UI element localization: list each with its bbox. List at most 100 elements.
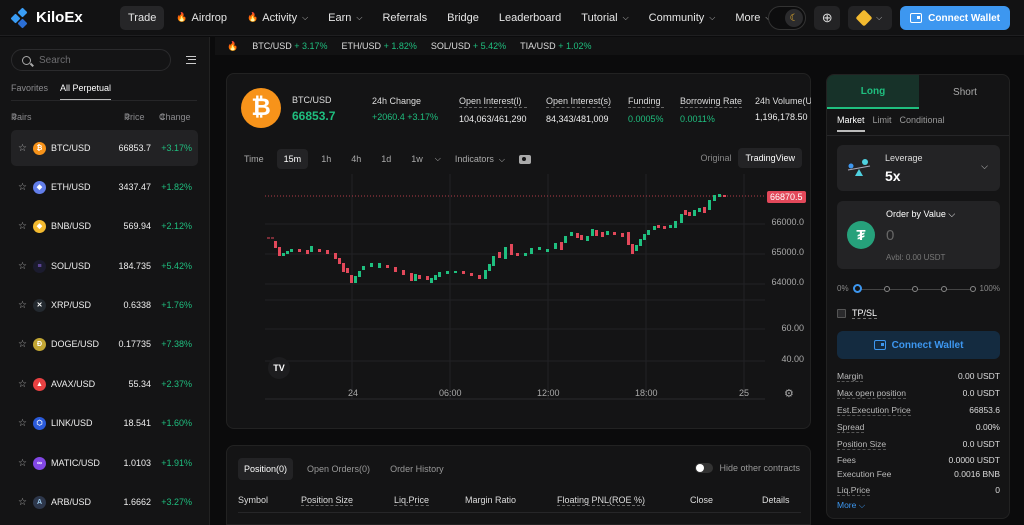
view-original[interactable]: Original bbox=[700, 153, 732, 163]
tf-15m[interactable]: 15m bbox=[276, 149, 309, 169]
nav-tutorial[interactable]: Tutorial ⌵ bbox=[573, 6, 636, 30]
nav-trade[interactable]: Trade bbox=[120, 5, 165, 30]
tpsl-checkbox[interactable]: TP/SL bbox=[837, 308, 878, 319]
pair-price: 0.6338 bbox=[123, 300, 151, 310]
pair-row-arb[interactable]: ☆ A ARB/USD 1.6662 +3.27% bbox=[11, 484, 198, 520]
doge-coin-icon: Ð bbox=[33, 337, 46, 351]
nav-referrals[interactable]: Referrals bbox=[374, 6, 435, 30]
pair-row-matic[interactable]: ☆ ∞ MATIC/USD 1.0103 +1.91% bbox=[11, 445, 198, 481]
toggle-switch[interactable] bbox=[695, 463, 714, 473]
ticker-item[interactable]: BTC/USD + 3.17% bbox=[252, 41, 327, 51]
theme-toggle[interactable]: ☾ bbox=[768, 6, 807, 30]
timeframe-dropdown-icon[interactable]: ⌵ bbox=[434, 154, 441, 163]
network-selector[interactable]: ⌵ bbox=[848, 6, 893, 30]
search-input[interactable]: Search bbox=[11, 49, 171, 71]
star-icon[interactable]: ☆ bbox=[18, 142, 27, 154]
tab-long[interactable]: Long bbox=[827, 75, 919, 109]
more-link[interactable]: More ⌵ bbox=[837, 500, 865, 511]
star-icon[interactable]: ☆ bbox=[18, 338, 27, 350]
leverage-selector[interactable]: Leverage 5x ⌵ bbox=[837, 145, 1000, 191]
leverage-value: 5x bbox=[885, 168, 901, 184]
slider-step[interactable] bbox=[941, 286, 947, 292]
tf-4h[interactable]: 4h bbox=[351, 154, 362, 164]
amount-input[interactable]: 0 bbox=[886, 227, 895, 244]
tab-limit[interactable]: Limit bbox=[872, 115, 892, 125]
slider-max-label: 100% bbox=[979, 284, 1000, 293]
tab-all-perpetual[interactable]: All Perpetual bbox=[60, 83, 112, 101]
nav-leaderboard[interactable]: Leaderboard bbox=[491, 6, 569, 30]
tab-conditional[interactable]: Conditional bbox=[899, 115, 945, 125]
tab-position[interactable]: Position(0) bbox=[238, 458, 294, 480]
col-change[interactable]: Change ⇕ bbox=[159, 112, 191, 122]
pair-row-avax[interactable]: ☆ ▲ AVAX/USD 55.34 +2.37% bbox=[11, 366, 198, 402]
col-price[interactable]: Price ⇕ bbox=[124, 112, 145, 122]
connect-wallet-button[interactable]: Connect Wallet bbox=[900, 6, 1010, 30]
nav-activity[interactable]: 🔥 Activity ⌵ bbox=[239, 6, 316, 30]
slider-step[interactable] bbox=[912, 286, 918, 292]
nav-community[interactable]: Community ⌵ bbox=[641, 6, 724, 30]
tf-1h[interactable]: 1h bbox=[321, 154, 332, 164]
filter-icon[interactable] bbox=[186, 56, 196, 64]
x-axis-label: 12:00 bbox=[537, 388, 560, 398]
tab-short[interactable]: Short bbox=[953, 86, 977, 98]
amount-slider[interactable]: 0% 100% bbox=[837, 284, 1000, 294]
ticker-item[interactable]: TIA/USD + 1.02% bbox=[520, 41, 591, 51]
avax-coin-icon: ▲ bbox=[33, 377, 46, 391]
pair-row-eth[interactable]: ☆ ◆ ETH/USD 3437.47 +1.82% bbox=[11, 169, 198, 205]
order-by-value-dropdown[interactable]: Order by Value ⌵ bbox=[886, 209, 955, 220]
tab-open-orders[interactable]: Open Orders(0) bbox=[307, 464, 371, 474]
search-placeholder: Search bbox=[39, 54, 71, 66]
ticker-item[interactable]: SOL/USD + 5.42% bbox=[431, 41, 506, 51]
pair-row-doge[interactable]: ☆ Ð DOGE/USD 0.17735 +7.38% bbox=[11, 326, 198, 362]
pair-row-btc[interactable]: ☆ ₿ BTC/USD 66853.7 +3.17% bbox=[11, 130, 198, 166]
checkbox[interactable] bbox=[837, 309, 846, 318]
star-icon[interactable]: ☆ bbox=[18, 378, 27, 390]
star-icon[interactable]: ☆ bbox=[18, 299, 27, 311]
star-icon[interactable]: ☆ bbox=[18, 417, 27, 429]
chart-view-toggle: Original TradingView bbox=[693, 148, 802, 168]
positions-panel: Position(0) Open Orders(0) Order History… bbox=[226, 445, 811, 525]
pair-row-xrp[interactable]: ☆ ✕ XRP/USD 0.6338 +1.76% bbox=[11, 287, 198, 323]
slider-step[interactable] bbox=[970, 286, 976, 292]
star-icon[interactable]: ☆ bbox=[18, 260, 27, 272]
pair-row-link[interactable]: ☆ ⬡ LINK/USD 18.541 +1.60% bbox=[11, 405, 198, 441]
star-icon[interactable]: ☆ bbox=[18, 496, 27, 508]
tf-1d[interactable]: 1d bbox=[381, 154, 392, 164]
col-pairs[interactable]: Pairs ⇕ bbox=[11, 112, 32, 122]
tab-order-history[interactable]: Order History bbox=[390, 464, 444, 474]
info-value: 0.00 USDT bbox=[957, 371, 1000, 381]
nav-bridge[interactable]: Bridge bbox=[439, 6, 487, 30]
stat-label[interactable]: Open Interest(s) bbox=[546, 96, 612, 108]
nav-airdrop[interactable]: 🔥 Airdrop bbox=[168, 6, 235, 30]
toggle-label: Hide other contracts bbox=[719, 463, 800, 473]
star-icon[interactable]: ☆ bbox=[18, 181, 27, 193]
view-tradingview[interactable]: TradingView bbox=[738, 148, 802, 168]
ticker-item[interactable]: ETH/USD + 1.82% bbox=[342, 41, 417, 51]
stat-label[interactable]: Borrowing Rate bbox=[680, 96, 743, 108]
nav-label: Trade bbox=[128, 11, 157, 24]
nav-earn[interactable]: Earn ⌵ bbox=[320, 6, 370, 30]
tab-market[interactable]: Market bbox=[837, 115, 865, 132]
tradingview-logo-icon[interactable]: TV bbox=[268, 357, 290, 379]
stat-label[interactable]: Open Interest(l) bbox=[459, 96, 527, 108]
market-symbol[interactable]: BTC/USD bbox=[292, 95, 332, 105]
hide-other-contracts[interactable]: Hide other contracts bbox=[695, 463, 800, 473]
indicators-button[interactable]: Indicators ⌵ bbox=[455, 154, 505, 165]
star-icon[interactable]: ☆ bbox=[18, 220, 27, 232]
logo[interactable]: KiloEx bbox=[10, 7, 112, 28]
star-icon[interactable]: ☆ bbox=[18, 457, 27, 469]
nav-label: Leaderboard bbox=[498, 11, 562, 24]
gear-icon[interactable]: ⚙ bbox=[784, 388, 794, 400]
slider-handle[interactable] bbox=[853, 284, 862, 293]
candlestick-chart[interactable] bbox=[265, 174, 765, 414]
tab-favorites[interactable]: Favorites bbox=[11, 83, 49, 93]
info-value: 66853.6 bbox=[969, 405, 1000, 415]
tf-1w[interactable]: 1w bbox=[411, 154, 423, 164]
connect-wallet-order-button[interactable]: Connect Wallet bbox=[837, 331, 1000, 359]
pair-row-bnb[interactable]: ☆ ◆ BNB/USD 569.94 +2.12% bbox=[11, 208, 198, 244]
camera-icon[interactable] bbox=[518, 154, 531, 164]
language-button[interactable]: ⊕ bbox=[814, 6, 841, 30]
slider-step[interactable] bbox=[884, 286, 890, 292]
pair-row-sol[interactable]: ☆ ≡ SOL/USD 184.735 +5.42% bbox=[11, 248, 198, 284]
stat-label[interactable]: Funding bbox=[628, 96, 664, 108]
